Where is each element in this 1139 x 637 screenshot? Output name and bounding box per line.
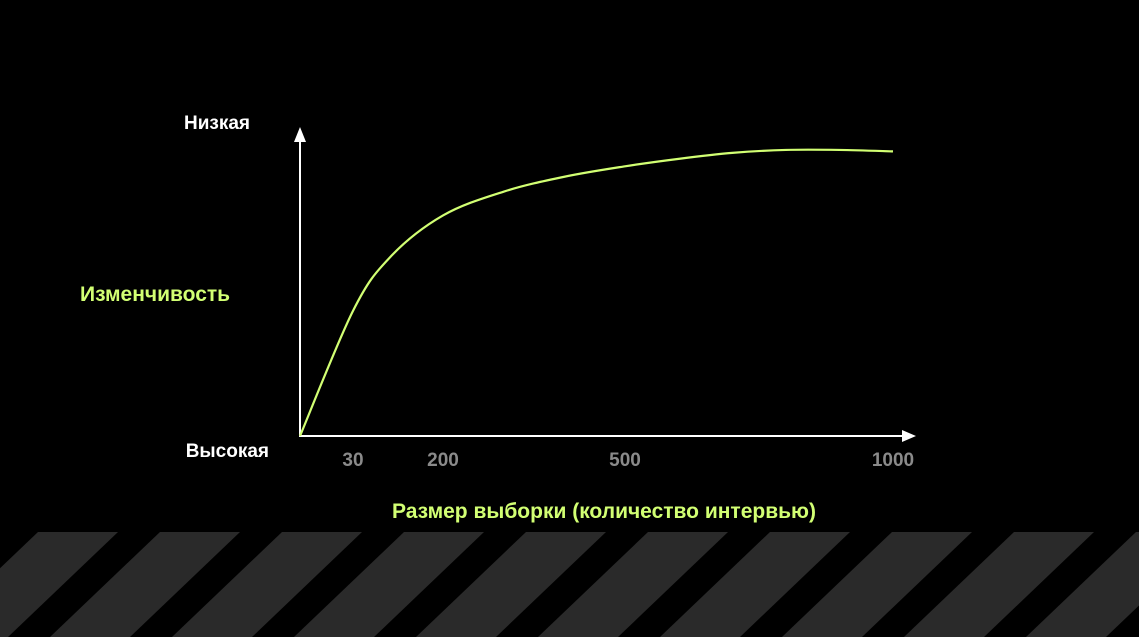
stripe bbox=[416, 532, 606, 637]
x-tick-label: 1000 bbox=[872, 450, 914, 471]
y-bottom-label: Высокая bbox=[186, 441, 269, 462]
stripe bbox=[538, 532, 728, 637]
x-tick-labels: 30 200 500 1000 bbox=[342, 450, 914, 471]
stripe bbox=[1026, 532, 1139, 637]
y-top-label: Низкая bbox=[184, 113, 250, 134]
x-tick-label: 200 bbox=[427, 450, 459, 471]
stripe bbox=[50, 532, 240, 637]
hazard-stripes-decoration bbox=[0, 532, 1139, 637]
x-tick-label: 500 bbox=[609, 450, 641, 471]
y-axis-title: Изменчивость bbox=[80, 283, 230, 306]
stripe bbox=[782, 532, 972, 637]
x-axis-arrow-icon bbox=[902, 430, 916, 442]
stripe bbox=[660, 532, 850, 637]
stripe bbox=[172, 532, 362, 637]
series-line bbox=[298, 148, 894, 437]
stripe bbox=[0, 532, 118, 637]
x-tick-label: 30 bbox=[342, 450, 363, 471]
stripe bbox=[904, 532, 1094, 637]
stripe bbox=[294, 532, 484, 637]
y-axis-arrow-icon bbox=[294, 127, 306, 142]
x-axis-title: Размер выборки (количество интервью) bbox=[392, 500, 816, 523]
